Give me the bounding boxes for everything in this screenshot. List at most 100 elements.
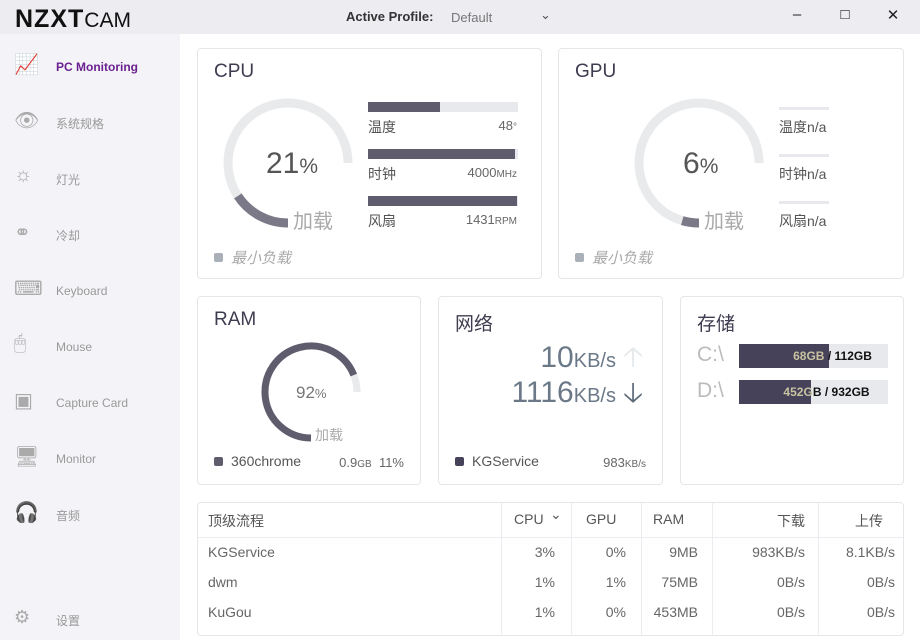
sidebar-item-label: Capture Card: [56, 396, 129, 410]
cpu-temp-value: 48°: [498, 118, 517, 133]
cpu-temp-bar: [368, 102, 518, 112]
column-header-0: 顶级流程: [208, 513, 264, 529]
eye-icon: 👁: [14, 110, 40, 132]
sidebar-item-headset[interactable]: 🎧 音频: [0, 495, 180, 535]
gpu-title: GPU: [575, 61, 617, 82]
ram-gauge-fill: [261, 342, 358, 442]
sidebar-item-label: 灯光: [56, 172, 81, 187]
drive-label: D:\: [697, 379, 724, 402]
process-cell: 1%: [534, 574, 555, 590]
capture-card-icon: ▣: [14, 390, 33, 412]
drive-usage-text: 452GB / 932GB: [783, 385, 870, 399]
arrow-up-icon: 🡡: [623, 341, 644, 372]
chevron-down-icon[interactable]: ⌄: [540, 7, 551, 22]
sidebar-item-label: 冷却: [56, 228, 81, 243]
drive-usage-fill: [739, 380, 812, 404]
fan-bowl-icon: ⚭: [14, 222, 31, 244]
gpu-mode[interactable]: 最小负载: [575, 247, 652, 268]
gpu-fan-bar: [779, 201, 829, 204]
close-button[interactable]: ✕: [886, 7, 900, 24]
process-cell: 453MB: [653, 604, 698, 620]
process-cell: 0B/s: [776, 574, 805, 590]
logo: NZXTCAM: [15, 5, 131, 33]
process-cell: 0%: [605, 604, 626, 620]
sidebar-item-settings[interactable]: ⚙ 设置: [0, 600, 180, 640]
ram-load-value: 92%: [296, 383, 327, 402]
column-divider: [571, 503, 572, 635]
column-divider: [712, 503, 713, 635]
cpu-fan-bar: [368, 196, 518, 206]
process-cell: 0%: [605, 544, 626, 560]
gpu-gauge-fill: [681, 216, 700, 228]
gpu-load-value: 6%: [683, 147, 719, 180]
sidebar-item-label: PC Monitoring: [56, 60, 138, 74]
arrow-down-icon: 🡣: [623, 377, 644, 408]
process-cell: 0B/s: [866, 604, 895, 620]
process-name: KGService: [208, 544, 275, 560]
sidebar-item-eye[interactable]: 👁 系统规格: [0, 103, 180, 143]
column-header-3[interactable]: RAM: [653, 511, 685, 527]
title-bar: NZXTCAM Active Profile: Default ⌄ – □ ✕: [0, 0, 920, 34]
cpu-load-value: 21%: [266, 147, 319, 180]
sidebar-item-mouse[interactable]: 🖱 Mouse: [0, 327, 180, 367]
network-card: 网络 10KB/s 1116KB/s 🡡 🡣 KGService 983KB/s: [438, 296, 663, 485]
cpu-mode[interactable]: 最小负载: [214, 247, 291, 268]
ram-card: RAM 92% 加载 360chrome 0.9GB 11%: [197, 296, 421, 485]
maximize-button[interactable]: □: [840, 6, 850, 23]
process-cell: 75MB: [661, 574, 698, 590]
cpu-clock-value: 4000MHz: [467, 165, 517, 180]
drive-usage-bar: 68GB / 112GB: [739, 344, 888, 368]
cpu-load-label: 加载: [293, 211, 333, 233]
gpu-temp-bar: [779, 107, 829, 110]
minimize-button[interactable]: –: [792, 6, 802, 23]
gpu-gauge-track: [634, 98, 764, 228]
sidebar-item-label: Mouse: [56, 340, 93, 354]
top-processes-table: 顶级流程 CPU ⌄ GPU RAM 下载 上传 KGService 3% 0% 9MB 983KB/…: [197, 502, 904, 636]
headset-icon: 🎧: [14, 502, 39, 524]
sidebar: 📈 PC Monitoring 👁 系统规格 ☼ 灯光 ⚭ 冷却 ⌨ Keyboard 🖱 Mouse…: [0, 34, 180, 640]
process-cell: 0B/s: [776, 604, 805, 620]
sidebar-item-monitor[interactable]: 🖥 Monitor: [0, 439, 180, 479]
column-divider: [501, 503, 502, 635]
sidebar-item-fan-bowl[interactable]: ⚭ 冷却: [0, 215, 180, 255]
sidebar-item-label: Monitor: [56, 452, 97, 466]
sidebar-item-capture-card[interactable]: ▣ Capture Card: [0, 383, 180, 423]
upload-rate: 10KB/s: [540, 341, 616, 374]
gpu-gauge: [634, 98, 764, 228]
temp-label: 温度: [368, 119, 396, 135]
column-header-2[interactable]: GPU: [586, 511, 617, 527]
gpu-clock-bar: [779, 154, 829, 157]
process-name: KuGou: [208, 604, 252, 620]
drive-usage-text: 68GB / 112GB: [793, 349, 872, 363]
column-header-1[interactable]: CPU: [514, 511, 544, 527]
sidebar-item-keyboard[interactable]: ⌨ Keyboard: [0, 271, 180, 311]
active-profile-label: Active Profile:: [346, 9, 434, 24]
ram-load-label: 加载: [315, 427, 343, 443]
gpu-clock: 时钟n/a: [779, 166, 827, 182]
process-cell: 0B/s: [866, 574, 895, 590]
process-name: dwm: [208, 574, 238, 590]
profile-select[interactable]: Default: [451, 10, 493, 25]
clock-label: 时钟: [368, 166, 396, 182]
drive-usage-fill: [739, 344, 830, 368]
network-top-process: KGService: [455, 453, 539, 469]
network-top-rate: 983KB/s: [603, 455, 646, 470]
storage-title: 存储: [697, 314, 736, 335]
column-header-5[interactable]: 上传: [855, 513, 883, 529]
gpu-fan: 风扇n/a: [779, 213, 827, 229]
sun-icon: ☼: [14, 164, 33, 186]
sort-chevron-icon[interactable]: ⌄: [550, 506, 562, 522]
ram-top-process: 360chrome: [214, 453, 301, 469]
column-header-4[interactable]: 下载: [777, 513, 805, 529]
gpu-temp: 温度n/a: [779, 119, 827, 135]
header-divider: [198, 537, 903, 538]
cpu-gauge: [223, 98, 353, 228]
cpu-gauge-fill: [234, 193, 289, 228]
process-cell: 9MB: [669, 544, 698, 560]
drive-usage-bar: 452GB / 932GB: [739, 380, 888, 404]
sidebar-item-sun[interactable]: ☼ 灯光: [0, 159, 180, 199]
sidebar-item-chart-line[interactable]: 📈 PC Monitoring: [0, 47, 180, 87]
sidebar-item-label: 系统规格: [56, 116, 105, 131]
fan-label: 风扇: [368, 213, 396, 229]
process-cell: 1%: [534, 604, 555, 620]
